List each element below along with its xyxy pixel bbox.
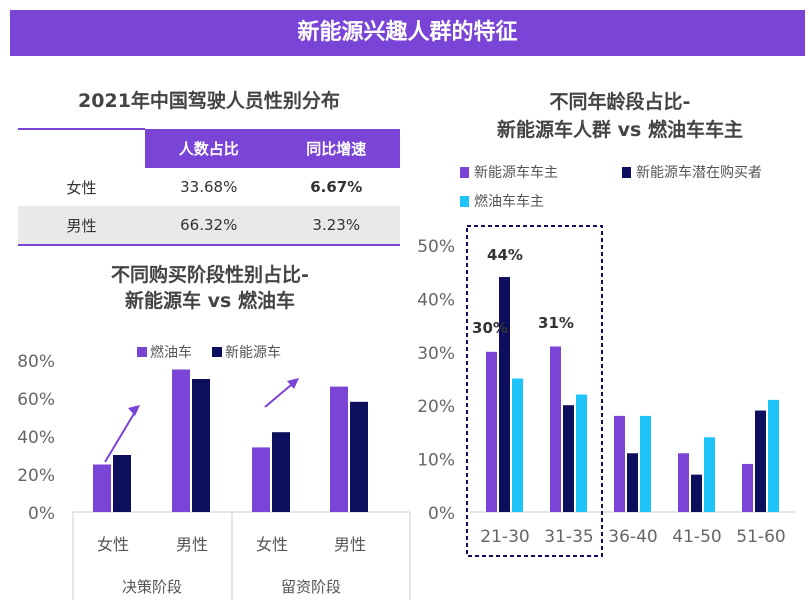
bar-燃油车 [330, 386, 348, 512]
legend-swatch [212, 347, 222, 357]
bar-燃油车 [172, 369, 190, 512]
legend-swatch [460, 167, 469, 178]
table-row: 男性 66.32% 3.23% [18, 206, 400, 246]
y-tick-label: 10% [417, 451, 455, 471]
y-tick-label: 20% [417, 397, 455, 417]
x-tick-label: 36-40 [608, 527, 657, 547]
x-tick-label: 51-60 [736, 527, 785, 547]
bar-燃油车车主 [512, 378, 523, 512]
y-tick-label: 40% [17, 428, 55, 448]
arrow-head-icon [128, 405, 140, 416]
bar-新能源车潜在购买者 [499, 277, 510, 512]
y-tick-label: 60% [17, 390, 55, 410]
group-label: 留资阶段 [281, 578, 341, 596]
y-tick-label: 0% [428, 504, 455, 524]
bar-燃油车 [252, 447, 270, 512]
legend-swatch [137, 347, 147, 357]
header-share: 人数占比 [145, 129, 273, 168]
y-tick-label: 80% [17, 352, 55, 372]
gender-table: 人数占比 同比增速 女性 33.68% 6.67% 男性 66.32% 3.23% [18, 128, 400, 246]
legend-label: 新能源车潜在购买者 [636, 164, 762, 181]
legend-label: 新能源车车主 [474, 164, 558, 181]
bar-燃油车 [93, 464, 111, 512]
bar-新能源车车主 [550, 346, 561, 512]
x-tick-label: 男性 [334, 535, 366, 554]
bar-新能源车车主 [678, 453, 689, 512]
bar-新能源车车主 [742, 463, 753, 512]
legend-label: 新能源车 [225, 344, 281, 361]
y-tick-label: 40% [417, 290, 455, 310]
bar-燃油车车主 [768, 399, 779, 512]
data-label: 31% [538, 314, 574, 332]
y-tick-label: 20% [17, 466, 55, 486]
table-title: 2021年中国驾驶人员性别分布 [78, 90, 340, 112]
arrow-head-icon [287, 378, 299, 389]
bar-新能源车潜在购买者 [691, 474, 702, 512]
legend-swatch [622, 167, 631, 178]
group-label: 决策阶段 [122, 578, 182, 596]
y-tick-label: 50% [417, 237, 455, 257]
bar-新能源车潜在购买者 [755, 410, 766, 512]
x-tick-label: 31-35 [544, 527, 593, 547]
x-tick-label: 41-50 [672, 527, 721, 547]
left-chart-title: 不同购买阶段性别占比- 新能源车 vs 燃油车 [111, 264, 309, 312]
bar-新能源车潜在购买者 [627, 453, 638, 512]
bar-新能源车 [350, 401, 368, 512]
legend-swatch [460, 196, 469, 207]
bar-新能源车车主 [486, 351, 497, 512]
bar-新能源车 [113, 455, 131, 512]
legend-label: 燃油车 [150, 344, 192, 361]
trend-arrow [104, 406, 139, 463]
legend-label: 燃油车车主 [474, 193, 544, 210]
banner-title: 新能源兴趣人群的特征 [10, 10, 805, 56]
x-tick-label: 女性 [97, 535, 129, 554]
y-tick-label: 0% [28, 504, 55, 524]
x-tick-label: 21-30 [480, 527, 529, 547]
data-label: 44% [487, 246, 523, 264]
table-row: 女性 33.68% 6.67% [66, 178, 363, 197]
bar-燃油车车主 [576, 394, 587, 512]
bar-燃油车车主 [640, 415, 651, 512]
bar-新能源车 [192, 379, 210, 512]
x-tick-label: 男性 [176, 535, 208, 554]
data-label: 30% [472, 319, 508, 337]
y-tick-label: 30% [417, 344, 455, 364]
x-tick-label: 女性 [256, 535, 288, 554]
highlight-box [466, 225, 603, 557]
bar-新能源车车主 [614, 415, 625, 512]
header-growth: 同比增速 [272, 129, 400, 168]
right-chart-title: 不同年龄段占比- 新能源车人群 vs 燃油车车主 [497, 91, 743, 141]
bar-新能源车 [272, 432, 290, 512]
bar-燃油车车主 [704, 437, 715, 512]
bar-新能源车潜在购买者 [563, 405, 574, 512]
